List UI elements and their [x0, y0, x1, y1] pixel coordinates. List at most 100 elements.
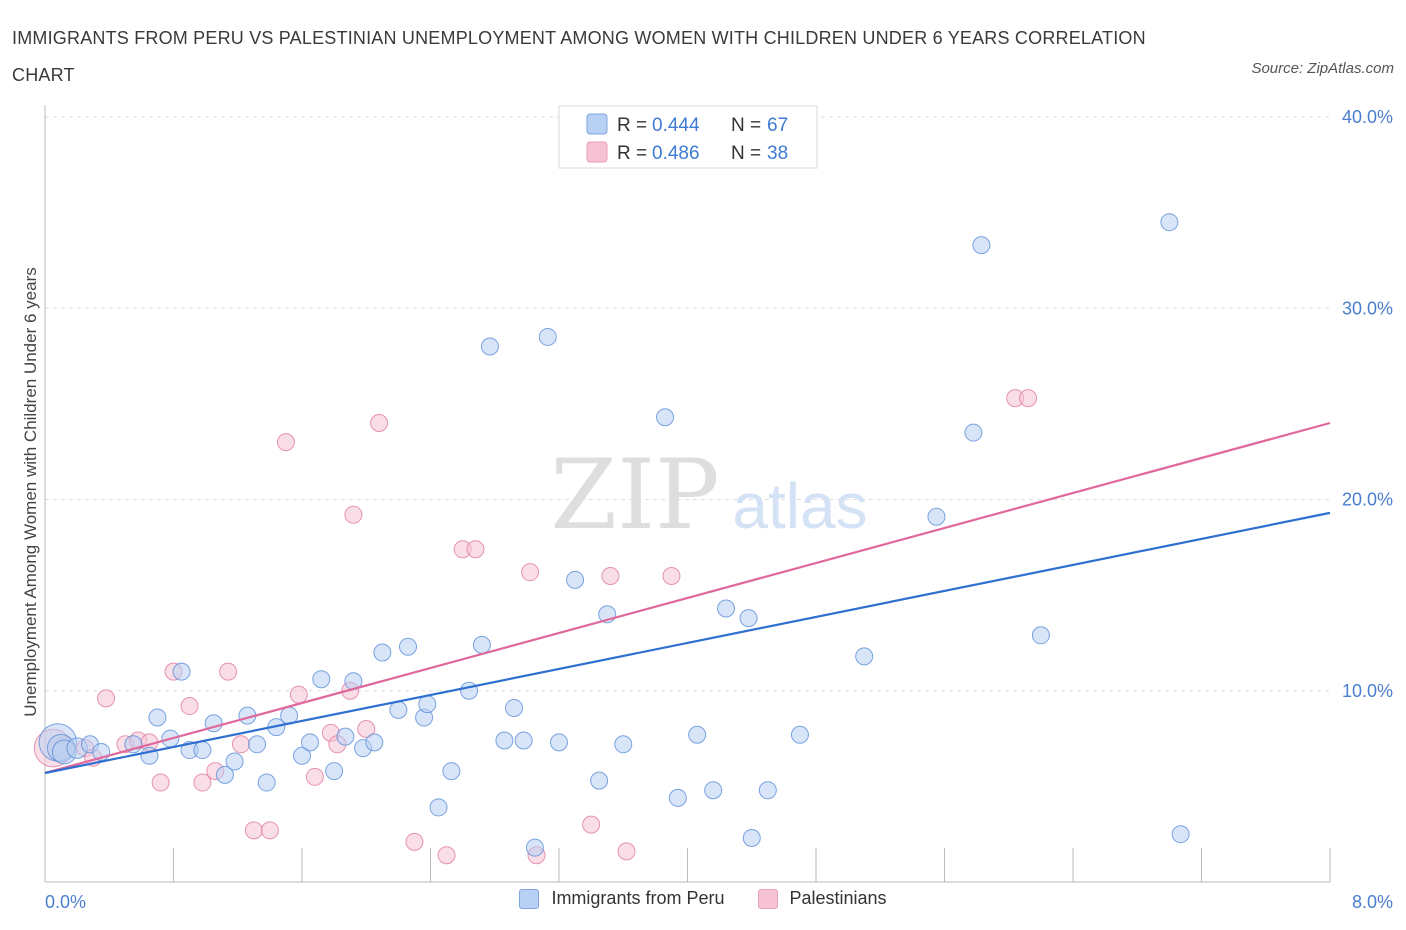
- point-peru: [365, 733, 384, 752]
- point-peru: [257, 773, 276, 792]
- point-peru: [525, 838, 544, 857]
- watermark-zip: ZIP: [550, 439, 719, 551]
- legend-r-value-peru: 0.444: [652, 115, 700, 136]
- point-peru: [495, 731, 514, 750]
- legend-r-label-peru: R =: [617, 115, 647, 136]
- point-peru: [964, 423, 983, 442]
- point-palestinians: [180, 697, 199, 716]
- legend-n-value-palestinians: 38: [767, 143, 788, 164]
- point-peru: [336, 727, 355, 746]
- x-tick-label: 0.0%: [45, 892, 86, 912]
- point-peru: [293, 746, 311, 765]
- point-peru: [688, 725, 707, 744]
- point-peru: [442, 762, 461, 781]
- point-peru: [717, 599, 736, 618]
- point-peru: [514, 731, 533, 750]
- point-palestinians: [260, 821, 279, 840]
- tick-labels: 10.0% 20.0% 30.0% 40.0% 0.0% 8.0%: [45, 107, 1393, 912]
- point-palestinians: [601, 567, 620, 585]
- point-peru: [656, 408, 675, 427]
- chart-title: IMMIGRANTS FROM PERU VS PALESTINIAN UNEM…: [12, 28, 1146, 85]
- point-peru: [1160, 213, 1179, 232]
- point-peru: [472, 635, 491, 654]
- point-palestinians: [151, 773, 170, 792]
- y-tick-label: 30.0%: [1342, 298, 1393, 318]
- point-palestinians: [305, 767, 324, 786]
- x-tick-label: 8.0%: [1352, 892, 1393, 912]
- point-peru: [389, 700, 408, 719]
- grid-lines: [45, 116, 1330, 692]
- point-palestinians: [582, 815, 601, 834]
- y-tick-label: 20.0%: [1342, 490, 1393, 510]
- point-palestinians: [231, 735, 250, 754]
- point-peru: [215, 765, 234, 784]
- source-label: Source: ZipAtlas.com: [1251, 60, 1394, 77]
- point-peru: [538, 327, 557, 346]
- point-peru: [550, 733, 568, 752]
- trend-line-palestinians: [44, 421, 1331, 775]
- point-peru: [758, 781, 777, 800]
- point-peru: [312, 670, 331, 689]
- legend-swatch-palestinians: [586, 141, 608, 163]
- point-peru: [927, 507, 946, 526]
- point-palestinians: [244, 821, 263, 840]
- series-palestinians-points: [33, 389, 1038, 865]
- point-peru: [172, 662, 191, 681]
- point-peru: [972, 236, 991, 255]
- legend-bottom: Immigrants from Peru Palestinians: [0, 888, 1406, 914]
- point-peru: [566, 570, 585, 589]
- point-peru: [855, 647, 874, 666]
- point-palestinians: [344, 505, 363, 524]
- point-peru: [301, 733, 320, 752]
- point-peru: [429, 798, 448, 817]
- legend-item-peru: Immigrants from Peru: [519, 888, 724, 909]
- point-peru: [148, 708, 167, 727]
- point-palestinians: [276, 433, 295, 452]
- point-peru: [225, 752, 244, 771]
- point-palestinians: [357, 720, 376, 738]
- point-peru: [248, 735, 267, 754]
- legend-bottom-swatch-peru: [519, 888, 540, 909]
- point-palestinians: [662, 567, 681, 585]
- point-peru: [373, 643, 392, 662]
- point-peru: [480, 337, 499, 356]
- point-peru: [1171, 825, 1190, 844]
- point-palestinians: [289, 685, 308, 704]
- watermark: ZIP atlas: [550, 439, 867, 551]
- point-peru: [790, 725, 809, 744]
- point-peru: [739, 609, 758, 628]
- legend-bottom-label-palestinians: Palestinians: [789, 888, 887, 908]
- y-axis-label: Unemployment Among Women with Children U…: [21, 267, 40, 716]
- point-peru: [704, 781, 723, 800]
- point-palestinians: [405, 832, 424, 851]
- legend-r-label-palestinians: R =: [617, 143, 647, 164]
- point-palestinians: [97, 689, 116, 708]
- legend-n-label-palestinians: N =: [731, 143, 761, 164]
- legend-box: R = 0.444 N = 67 R = 0.486 N = 38: [558, 105, 818, 169]
- point-peru: [193, 741, 212, 760]
- legend-bottom-swatch-palestinians: [757, 888, 778, 909]
- trend-lines: [44, 421, 1331, 775]
- point-palestinians: [617, 842, 636, 861]
- point-peru: [614, 735, 633, 754]
- point-peru: [418, 695, 437, 714]
- legend-n-value-peru: 67: [767, 115, 788, 136]
- legend-item-palestinians: Palestinians: [757, 888, 887, 909]
- point-palestinians: [1019, 389, 1038, 408]
- point-peru: [505, 698, 524, 717]
- series-peru-points: [38, 213, 1190, 857]
- legend-r-value-palestinians: 0.486: [652, 143, 700, 164]
- point-peru: [399, 637, 418, 656]
- y-tick-label: 10.0%: [1342, 681, 1393, 701]
- point-palestinians: [466, 540, 485, 559]
- point-peru: [668, 788, 687, 807]
- point-palestinians: [193, 773, 212, 792]
- point-peru: [325, 762, 344, 781]
- point-palestinians: [437, 846, 456, 865]
- point-peru: [742, 829, 761, 848]
- point-palestinians: [219, 662, 238, 681]
- point-peru: [460, 681, 479, 700]
- trend-line-peru: [44, 511, 1331, 775]
- axes: [44, 105, 1331, 883]
- legend-n-label-peru: N =: [731, 115, 761, 136]
